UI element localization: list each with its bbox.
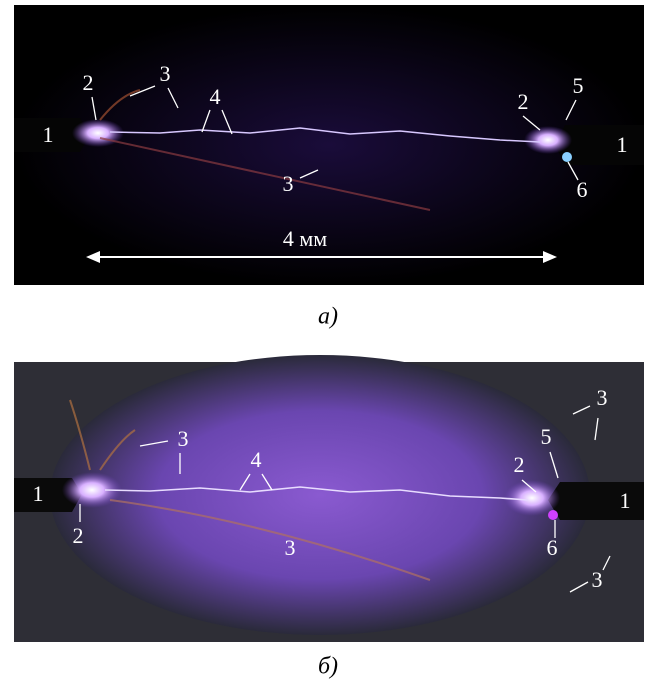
caption: а) [318,304,338,330]
label: 1 [43,122,54,147]
label: 3 [283,171,294,196]
label: 3 [592,567,603,592]
label: 6 [547,535,558,560]
label: 3 [597,385,608,410]
label: 2 [518,89,529,114]
label: 2 [514,452,525,477]
label: 6 [577,177,588,202]
figure: 1 2 3 4 3 2 5 1 6 4 мм а) 1 2 3 4 3 2 5 … [0,0,657,688]
label: 5 [541,424,552,449]
label: 2 [73,523,84,548]
label: 2 [83,70,94,95]
label: 1 [620,488,631,513]
label: 3 [285,535,296,560]
scale-label: 4 мм [283,226,327,251]
label: 4 [210,84,221,109]
label: 5 [573,73,584,98]
panel-b: 1 2 3 4 3 2 5 3 1 6 3 [14,355,644,642]
label: 3 [178,426,189,451]
panel-a: 1 2 3 4 3 2 5 1 6 4 мм [14,5,644,285]
label: 3 [160,61,171,86]
label: 1 [33,481,44,506]
label: 4 [251,447,262,472]
label: 1 [617,132,628,157]
caption: б) [318,654,338,680]
